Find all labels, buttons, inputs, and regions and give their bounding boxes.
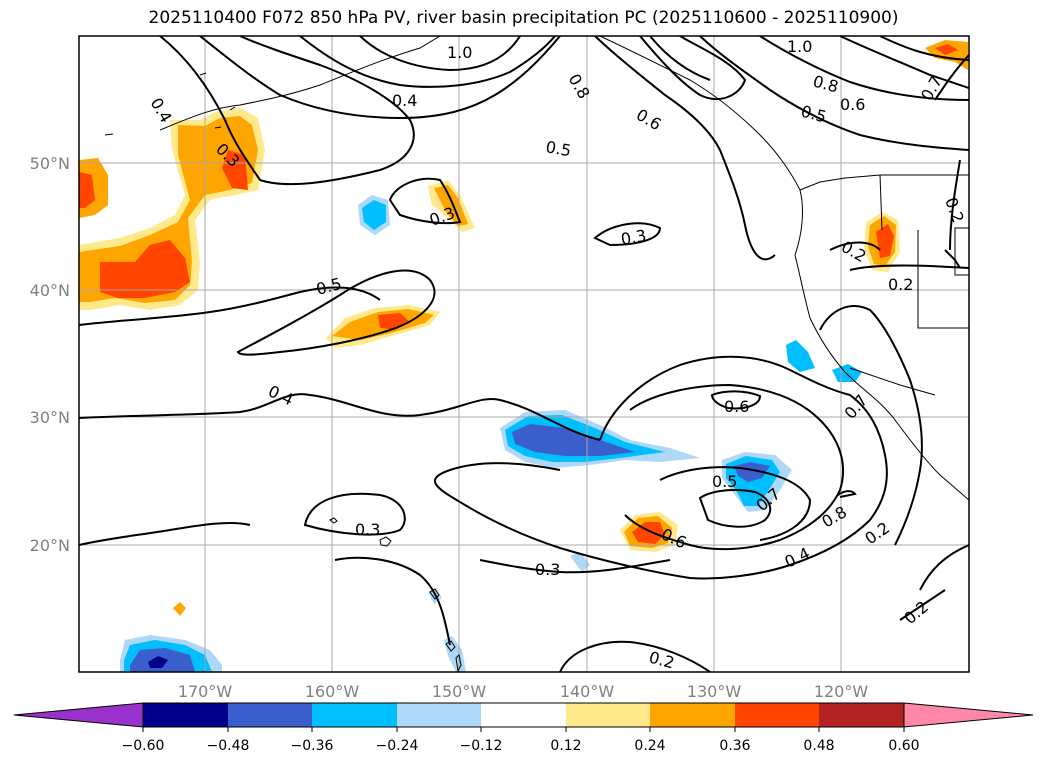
lon-label: 130°W (687, 682, 742, 701)
svg-text:1.0: 1.0 (447, 43, 472, 62)
plot-area: 1.0 0.4 0.3 0.4 0.3 0.5 0.4 0.3 0.3 0.8 … (79, 36, 969, 672)
colorbar-tick-label: −0.48 (207, 738, 250, 754)
colorbar-extend-high (903, 702, 1034, 728)
colorbar-extend-low (13, 702, 144, 728)
lat-label: 50°N (30, 154, 70, 173)
lat-label: 20°N (30, 536, 70, 555)
colorbar-swatch (143, 703, 228, 727)
svg-text:0.3: 0.3 (619, 226, 647, 249)
lon-label: 150°W (432, 682, 487, 701)
colorbar-tick-label: −0.60 (122, 738, 165, 754)
colorbar-swatch (228, 703, 312, 727)
colorbar-tick-label: 0.48 (803, 738, 834, 754)
colorbar-swatch (312, 703, 397, 727)
colorbar-tick-label: −0.36 (291, 738, 334, 754)
lat-label: 40°N (30, 281, 70, 300)
svg-text:0.5: 0.5 (712, 472, 737, 491)
svg-text:0.3: 0.3 (535, 560, 560, 579)
svg-text:0.6: 0.6 (840, 95, 865, 114)
gridlines (79, 36, 969, 672)
lon-label: 170°W (178, 682, 233, 701)
svg-text:0.5: 0.5 (544, 137, 572, 160)
colorbar-tick-label: −0.12 (460, 738, 503, 754)
svg-text:0.3: 0.3 (355, 520, 380, 539)
svg-text:0.2: 0.2 (888, 275, 913, 294)
colorbar-tick-label: −0.24 (376, 738, 419, 754)
colorbar-swatch (481, 703, 566, 727)
svg-text:0.4: 0.4 (392, 91, 417, 110)
colorbar-swatch (735, 703, 819, 727)
plot-frame (78, 35, 970, 673)
lon-label: 140°W (560, 682, 615, 701)
pv-contours (79, 36, 969, 672)
svg-text:1.0: 1.0 (787, 37, 812, 56)
longitude-labels: 170°W 160°W 150°W 140°W 130°W 120°W (178, 682, 869, 701)
colorbar-swatch (397, 703, 481, 727)
lat-label: 30°N (30, 408, 70, 427)
colorbar-swatch (566, 703, 650, 727)
colorbar-tick-label: 0.36 (719, 738, 750, 754)
lon-label: 120°W (814, 682, 869, 701)
colorbar-tick-label: 0.60 (888, 738, 919, 754)
colorbar-tick-label: 0.12 (550, 738, 581, 754)
colorbar-tick-label: 0.24 (634, 738, 665, 754)
svg-text:0.6: 0.6 (724, 397, 749, 416)
colorbar-swatch (819, 703, 904, 727)
colorbar: −0.60 −0.48 −0.36 −0.24 −0.12 0.12 0.24 … (13, 702, 1034, 754)
colorbar-swatch (650, 703, 735, 727)
lon-label: 160°W (305, 682, 360, 701)
map-title: 2025110400 F072 850 hPa PV, river basin … (148, 8, 899, 28)
latitude-labels: 50°N 40°N 30°N 20°N (30, 154, 70, 555)
